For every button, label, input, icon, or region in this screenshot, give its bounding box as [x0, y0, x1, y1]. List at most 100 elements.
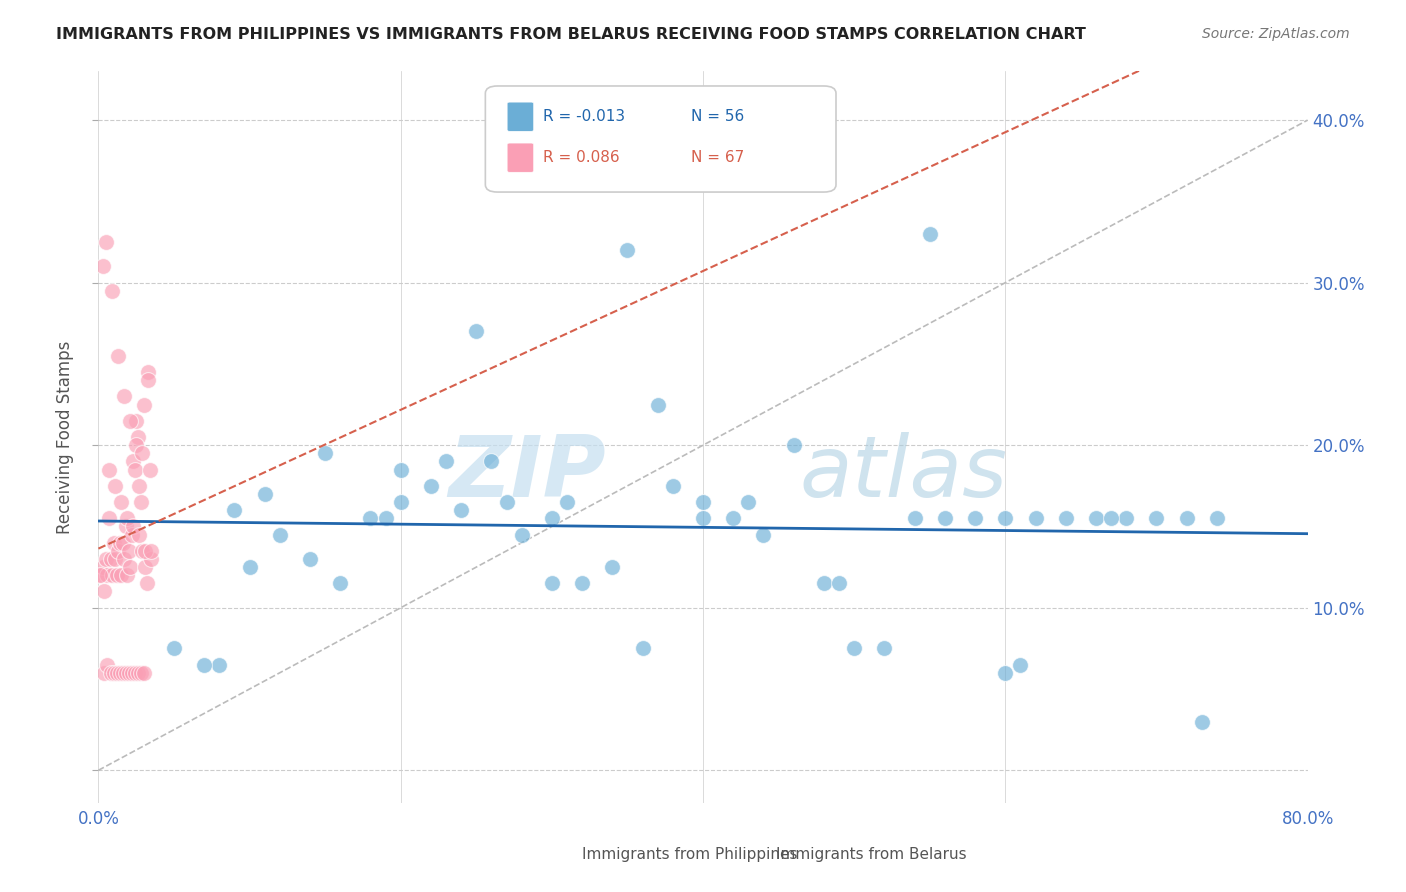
Point: [94, 552, 117, 566]
Point: [105, 665, 128, 680]
Point: [269, 527, 291, 541]
Point: [1144, 511, 1167, 525]
Point: [90, 568, 112, 582]
Point: [129, 665, 152, 680]
Point: [91, 260, 114, 274]
Point: [91, 560, 114, 574]
FancyBboxPatch shape: [508, 102, 534, 131]
Point: [120, 560, 142, 574]
Point: [124, 665, 146, 680]
Point: [100, 665, 122, 680]
Point: [100, 552, 122, 566]
Point: [132, 398, 155, 412]
Point: [136, 365, 159, 379]
Point: [163, 641, 186, 656]
Point: [752, 527, 775, 541]
Point: [105, 568, 128, 582]
Point: [1191, 714, 1213, 729]
Point: [131, 446, 153, 460]
Point: [1115, 511, 1137, 525]
Text: ZIP: ZIP: [449, 432, 606, 516]
Point: [329, 576, 352, 591]
Text: Immigrants from Philippines: Immigrants from Philippines: [582, 847, 797, 863]
Point: [374, 511, 396, 525]
Point: [110, 495, 132, 509]
Point: [103, 665, 125, 680]
Point: [661, 479, 683, 493]
Point: [434, 454, 457, 468]
Point: [994, 511, 1017, 525]
Point: [737, 495, 759, 509]
Point: [111, 535, 134, 549]
Point: [127, 430, 149, 444]
Point: [112, 552, 135, 566]
Point: [108, 535, 131, 549]
Point: [828, 576, 851, 591]
Point: [141, 552, 163, 566]
Point: [1099, 511, 1122, 525]
Point: [918, 227, 941, 241]
Text: R = -0.013: R = -0.013: [543, 109, 626, 124]
Point: [1175, 511, 1198, 525]
Point: [873, 641, 896, 656]
Point: [450, 503, 472, 517]
FancyBboxPatch shape: [550, 839, 576, 870]
Point: [121, 665, 143, 680]
Point: [120, 414, 142, 428]
Point: [813, 576, 835, 591]
Point: [107, 544, 129, 558]
Point: [389, 495, 412, 509]
Point: [121, 527, 143, 541]
Point: [134, 560, 156, 574]
Point: [844, 641, 866, 656]
Point: [136, 373, 159, 387]
Point: [129, 495, 152, 509]
Point: [904, 511, 927, 525]
Point: [128, 527, 150, 541]
Point: [104, 552, 127, 566]
Point: [510, 527, 533, 541]
Point: [1010, 657, 1032, 672]
Point: [540, 511, 562, 525]
Point: [141, 544, 163, 558]
Point: [139, 462, 162, 476]
Point: [114, 519, 136, 533]
Point: [124, 462, 146, 476]
Point: [616, 243, 638, 257]
Point: [118, 544, 141, 558]
Point: [692, 495, 714, 509]
Point: [98, 462, 121, 476]
Point: [96, 568, 118, 582]
Point: [115, 511, 138, 525]
Point: [1024, 511, 1046, 525]
Point: [783, 438, 806, 452]
Point: [101, 284, 124, 298]
Point: [723, 511, 745, 525]
Text: N = 67: N = 67: [690, 150, 744, 165]
Point: [122, 519, 145, 533]
Point: [602, 560, 624, 574]
Point: [127, 665, 149, 680]
Point: [314, 446, 336, 460]
Point: [96, 657, 118, 672]
Point: [208, 657, 231, 672]
Text: N = 56: N = 56: [690, 109, 744, 124]
Point: [118, 665, 141, 680]
Point: [135, 576, 157, 591]
Point: [98, 511, 121, 525]
Point: [934, 511, 956, 525]
Text: IMMIGRANTS FROM PHILIPPINES VS IMMIGRANTS FROM BELARUS RECEIVING FOOD STAMPS COR: IMMIGRANTS FROM PHILIPPINES VS IMMIGRANT…: [56, 27, 1085, 42]
Point: [253, 487, 276, 501]
Point: [299, 552, 322, 566]
Point: [125, 414, 148, 428]
Point: [965, 511, 987, 525]
Point: [93, 665, 115, 680]
Point: [128, 479, 150, 493]
Point: [540, 576, 562, 591]
Point: [465, 325, 488, 339]
Point: [125, 438, 148, 452]
Point: [134, 544, 156, 558]
Point: [111, 665, 134, 680]
Point: [239, 560, 262, 574]
Text: Source: ZipAtlas.com: Source: ZipAtlas.com: [1202, 27, 1350, 41]
